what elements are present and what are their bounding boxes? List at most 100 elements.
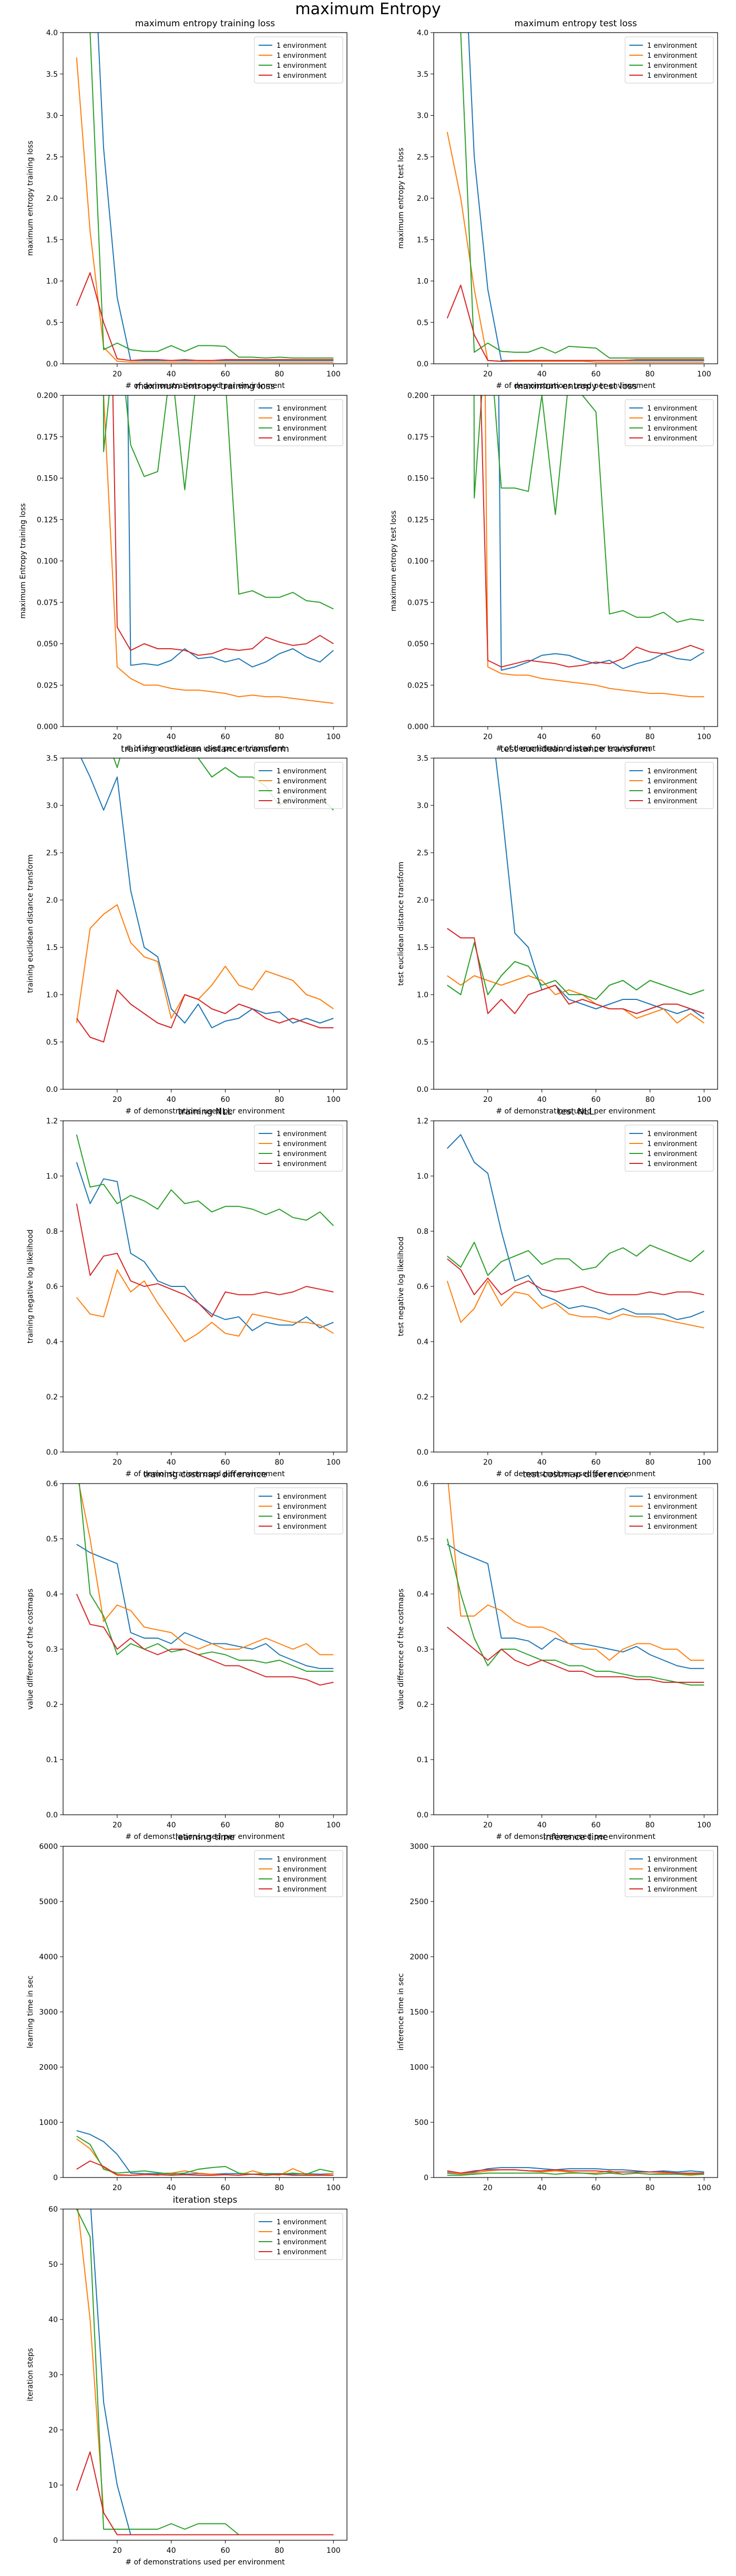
y-tick-label: 0.8 <box>417 1228 428 1236</box>
y-tick-label: 10 <box>48 2481 58 2490</box>
chart-title: training costmap difference <box>143 1469 267 1480</box>
legend-entry: 1 environment <box>277 1876 326 1884</box>
x-tick-label: 60 <box>221 733 230 741</box>
legend-entry: 1 environment <box>277 2238 326 2246</box>
chart-title: test euclidean distance transform <box>500 744 651 754</box>
x-tick-label: 100 <box>697 1096 711 1104</box>
x-tick-label: 100 <box>326 2547 341 2555</box>
plot-area <box>473 395 704 698</box>
y-tick-label: 1.5 <box>417 236 428 244</box>
legend-box <box>625 1125 714 1172</box>
chart-title: maximum entropy training loss <box>135 381 275 392</box>
legend-box <box>254 1125 343 1172</box>
y-tick-label: 1000 <box>39 2119 58 2127</box>
legend-entry: 1 environment <box>277 788 326 795</box>
y-tick-label: 3.5 <box>46 70 58 79</box>
legend-entry: 1 environment <box>277 415 326 423</box>
plot-area <box>76 2130 334 2176</box>
y-tick-label: 4.0 <box>46 29 58 37</box>
chart-2: maximum entropy test loss 20 40 60 80 100 0.0 0… <box>397 18 718 390</box>
legend: 1 environment 1 environment 1 environment 1… <box>254 1850 343 1897</box>
y-tick-label: 4000 <box>39 1953 58 1961</box>
legend-entry: 1 environment <box>647 1150 697 1158</box>
legend-entry: 1 environment <box>277 1140 326 1148</box>
chart-13: iteration steps 20 40 60 80 100 0 10 20 30 40 50 60 #… <box>26 2195 347 2567</box>
x-tick-label: 40 <box>537 1821 547 1829</box>
legend-entry: 1 environment <box>277 798 326 805</box>
legend-box <box>254 762 343 809</box>
y-tick-label: 0.000 <box>407 723 428 731</box>
plot-frame <box>433 758 718 1090</box>
x-tick-label: 60 <box>591 1458 601 1467</box>
x-tick-label: 20 <box>483 1096 493 1104</box>
y-axis-label: value difference of the costmaps <box>397 1589 405 1710</box>
x-tick-label: 100 <box>697 2184 711 2192</box>
y-tick-label: 0 <box>424 2174 428 2182</box>
y-tick-label: 0.050 <box>407 640 428 649</box>
x-axis-label: # of demonstrations used per environment <box>125 1107 285 1116</box>
legend-entry: 1 environment <box>277 2229 326 2236</box>
x-tick-label: 60 <box>221 2184 230 2192</box>
chart-title: learning time <box>175 1832 234 1843</box>
x-tick-label: 20 <box>483 2184 493 2192</box>
x-tick-label: 60 <box>221 1458 230 1467</box>
y-tick-label: 0.0 <box>46 1448 58 1457</box>
series-line-3 <box>446 1538 704 1686</box>
legend-entry: 1 environment <box>277 1523 326 1531</box>
x-tick-label: 100 <box>326 1096 341 1104</box>
y-tick-label: 1.0 <box>417 991 428 999</box>
plot-area <box>446 1484 704 1686</box>
legend-box <box>254 36 343 84</box>
legend-entry: 1 environment <box>647 1130 697 1138</box>
y-tick-label: 0.125 <box>37 516 58 524</box>
legend-entry: 1 environment <box>277 435 326 443</box>
y-tick-label: 0.2 <box>46 1393 58 1402</box>
y-tick-label: 0.025 <box>407 681 428 690</box>
legend-entry: 1 environment <box>277 1150 326 1158</box>
plot-area <box>76 758 334 1042</box>
plot-frame <box>63 1120 347 1453</box>
y-tick-label: 0.100 <box>407 557 428 566</box>
legend-entry: 1 environment <box>277 1503 326 1511</box>
y-tick-label: 0.2 <box>417 1393 428 1402</box>
legend-entry: 1 environment <box>277 52 326 60</box>
series-line-4 <box>76 989 334 1042</box>
series-line-4 <box>447 928 704 1014</box>
legend-entry: 1 environment <box>647 788 697 795</box>
legend: 1 environment 1 environment 1 environment 1… <box>625 762 714 809</box>
y-axis-label: maximum entropy test loss <box>397 148 405 249</box>
y-tick-label: 0.100 <box>37 557 58 566</box>
legend-entry: 1 environment <box>647 798 697 805</box>
y-tick-label: 0.5 <box>46 319 58 327</box>
y-axis-label: test negative log likelihood <box>397 1236 405 1336</box>
x-tick-label: 100 <box>326 2184 341 2192</box>
x-tick-label: 80 <box>275 370 284 379</box>
y-tick-label: 0.8 <box>46 1228 58 1236</box>
series-line-4 <box>76 2451 334 2536</box>
x-tick-label: 40 <box>537 733 547 741</box>
series-line-3 <box>473 395 704 623</box>
series-line-1 <box>495 758 704 1019</box>
x-tick-label: 40 <box>167 370 176 379</box>
legend: 1 environment 1 environment 1 environment 1… <box>254 1487 343 1535</box>
legend-entry: 1 environment <box>647 435 697 443</box>
series-line-1 <box>127 395 334 668</box>
plot-area <box>76 1134 334 1342</box>
series-line-4 <box>76 1593 334 1686</box>
legend: 1 environment 1 environment 1 environment 1… <box>625 1850 714 1897</box>
x-axis-label: # of demonstrations used per environment <box>125 744 285 753</box>
series-line-4 <box>447 2169 704 2174</box>
y-axis-label: test euclidean distance transform <box>397 862 405 986</box>
legend-entry: 1 environment <box>277 405 326 413</box>
y-axis-label: maximum Entropy training loss <box>19 503 27 619</box>
x-tick-label: 40 <box>167 2547 176 2555</box>
y-tick-label: 60 <box>48 2205 58 2214</box>
series-line-3 <box>460 33 704 359</box>
x-axis-label: # of demonstrations used per environment <box>125 2558 285 2567</box>
legend-entry: 1 environment <box>277 1160 326 1168</box>
plot-frame <box>63 1483 347 1815</box>
x-tick-label: 80 <box>646 370 655 379</box>
y-tick-label: 0.4 <box>46 1590 58 1599</box>
y-tick-label: 1.0 <box>46 991 58 999</box>
y-tick-label: 0.200 <box>407 392 428 400</box>
